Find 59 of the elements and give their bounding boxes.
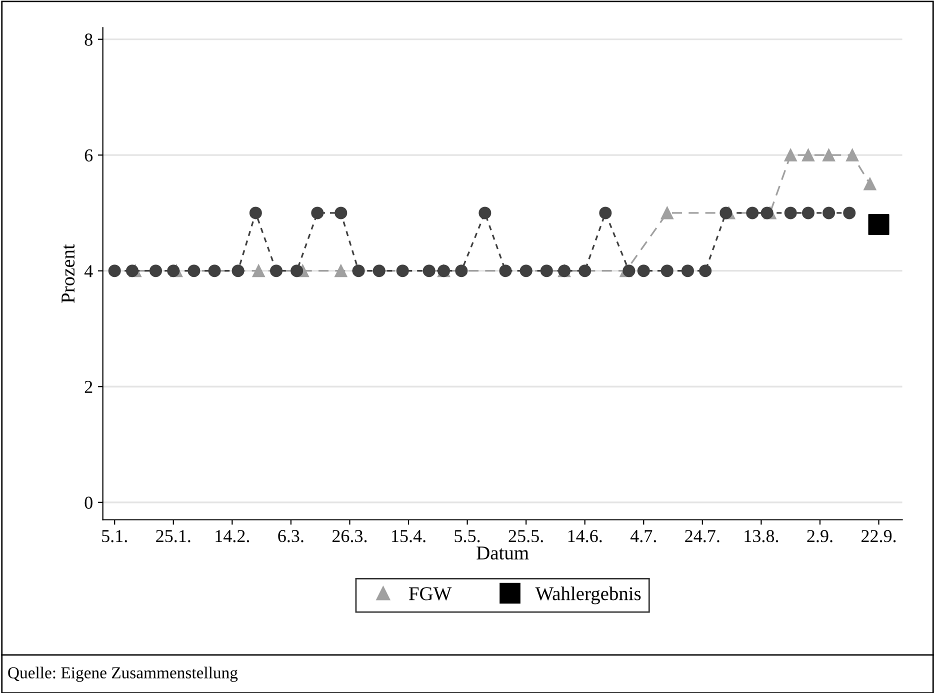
point [864, 178, 876, 190]
legend-label: Wahlergebnis [535, 586, 641, 604]
point [455, 264, 468, 278]
y-tick-label: 2 [84, 380, 92, 393]
x-tick-label: 6.3. [278, 530, 304, 542]
x-tick-label: 24.7. [685, 530, 720, 542]
point [802, 148, 814, 162]
x-tick-label: 13.8. [744, 530, 778, 542]
point [578, 264, 592, 278]
point [660, 264, 674, 278]
point [334, 206, 348, 220]
point [372, 264, 386, 278]
point [660, 206, 674, 220]
x-tick-label: 22.9. [862, 530, 896, 542]
x-tick-label: 14.6. [568, 530, 602, 542]
point [720, 206, 732, 220]
point [846, 148, 859, 162]
source-note: Quelle: Eigene Zusammenstellung [8, 666, 238, 682]
point [843, 206, 856, 220]
point [599, 206, 612, 220]
y-axis-title: Prozent [62, 244, 75, 303]
point [540, 264, 553, 278]
legend-label: FGW [409, 587, 452, 600]
point [422, 264, 436, 278]
y-tick-label: 0 [84, 496, 92, 509]
point [311, 206, 324, 220]
point [270, 264, 283, 278]
point [622, 264, 636, 278]
point [760, 206, 774, 220]
y-tick-label: 6 [84, 149, 93, 162]
point [784, 206, 797, 220]
point [699, 264, 712, 278]
point [637, 264, 650, 278]
x-axis-title: Datum [476, 546, 529, 560]
x-tick-label: 26.3. [332, 530, 367, 542]
point [822, 148, 836, 162]
x-tick-label: 25.1. [156, 530, 190, 542]
point [478, 206, 492, 220]
point [520, 264, 532, 278]
x-tick-label: 14.2. [216, 530, 250, 542]
point [681, 264, 694, 278]
point [396, 264, 409, 278]
point [784, 148, 797, 162]
point [868, 214, 890, 236]
point [822, 206, 836, 220]
x-tick-label: 2.9. [807, 530, 832, 542]
x-tick-label: 5.5. [454, 530, 480, 542]
point [802, 206, 814, 220]
y-tick-label: 8 [84, 34, 92, 46]
x-tick-label: 25.5. [508, 530, 543, 542]
point [334, 264, 348, 278]
y-tick-label: 4 [84, 265, 93, 278]
point [290, 264, 304, 278]
x-tick-label: 4.7. [630, 530, 656, 542]
point [352, 264, 365, 278]
x-tick-label: 15.4. [392, 530, 426, 542]
point [746, 206, 759, 220]
x-tick-label: 5.1. [102, 530, 127, 542]
point [499, 264, 512, 278]
